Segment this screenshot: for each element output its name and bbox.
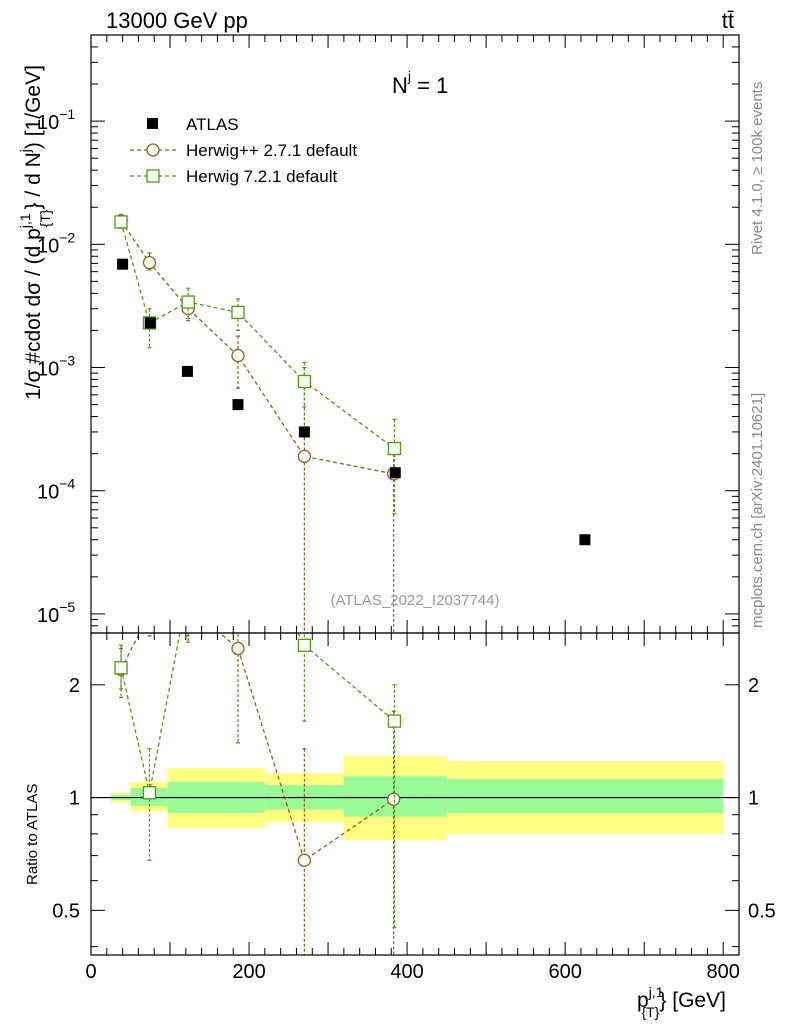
data-point xyxy=(231,641,245,656)
data-point xyxy=(387,792,401,806)
ratio-series-layer xyxy=(114,511,402,955)
ratio-y-tick-label-right: 2 xyxy=(748,675,759,697)
data-point xyxy=(297,853,312,867)
data-point xyxy=(182,600,194,612)
ratio-y-tick-label-right: 1 xyxy=(748,788,759,810)
y-tick-label: 10−5 xyxy=(37,599,75,627)
x-tick-label: 0 xyxy=(85,961,96,983)
ratio-y-tick-label: 1 xyxy=(69,788,80,810)
data-point xyxy=(142,786,157,800)
legend-entry-herwigpp: Herwig++ 2.7.1 default xyxy=(130,141,357,160)
x-axis-label: pj,1 {T}} [GeV] xyxy=(637,984,726,1020)
x-tick-label: 200 xyxy=(232,961,265,983)
data-point xyxy=(387,714,402,728)
y-tick-label: 10−3 xyxy=(37,353,75,381)
main-axes: 10−5 10−4 10−3 10−2 10−1 xyxy=(37,34,740,634)
data-point xyxy=(117,258,129,270)
series-atlas xyxy=(117,258,591,546)
data-point xyxy=(181,295,195,309)
data-point xyxy=(143,608,155,620)
main-series-layer xyxy=(114,213,591,633)
y-tick-label: 10−1 xyxy=(37,106,75,134)
panel-title: Nj = 1 xyxy=(392,68,448,98)
data-point xyxy=(297,638,312,652)
series-line xyxy=(120,221,395,450)
main-y-axis-label: 1/σ #cdot dσ / (d pj,1 {T}} / d Nj) [1/Ge… xyxy=(17,65,53,400)
data-point xyxy=(579,534,591,546)
ratio-y-axis-label: Ratio to ATLAS xyxy=(24,784,41,885)
legend-label-herwigpp: Herwig++ 2.7.1 default xyxy=(186,141,357,160)
source-label: mcplots.cern.ch [arXiv:2401.10621] xyxy=(749,393,766,628)
legend-label-herwig7: Herwig 7.2.1 default xyxy=(186,167,337,186)
data-point xyxy=(389,467,401,479)
legend-label-atlas: ATLAS xyxy=(186,115,239,134)
series-line xyxy=(120,633,395,862)
y-tick-label: 10−2 xyxy=(37,229,75,257)
data-point xyxy=(297,449,312,464)
energy-label: 13000 GeV pp xyxy=(106,8,248,33)
process-label: tt̄ xyxy=(722,8,734,33)
ratio-axes: 0 200 400 600 800 0.5 0.5 1 1 2 2 xyxy=(52,35,776,983)
data-point xyxy=(232,399,244,411)
uncertainty-band-green xyxy=(446,779,724,813)
data-point xyxy=(182,583,194,595)
series-line xyxy=(120,633,395,793)
data-point xyxy=(114,661,128,675)
x-tick-label: 400 xyxy=(390,961,423,983)
data-point xyxy=(231,305,245,320)
series-ratio-herwig7 xyxy=(114,511,402,929)
x-tick-label: 800 xyxy=(707,961,740,983)
data-point xyxy=(387,441,402,456)
series-herwig7 xyxy=(114,213,402,515)
rivet-label: Rivet 4.1.0, ≥ 100k events xyxy=(749,82,766,255)
ratio-y-tick-label-right: 0.5 xyxy=(748,900,776,922)
data-point xyxy=(232,511,244,523)
legend-entry-herwig7: Herwig 7.2.1 default xyxy=(130,167,337,186)
ratio-bands xyxy=(91,756,739,841)
y-tick-label: 10−4 xyxy=(37,476,75,504)
legend-entry-atlas: ATLAS xyxy=(147,115,239,134)
ratio-y-tick-label: 0.5 xyxy=(52,900,80,922)
data-point xyxy=(181,365,193,377)
ratio-frame xyxy=(90,632,740,956)
legend: ATLAS Herwig++ 2.7.1 default Herwig 7.2.… xyxy=(130,115,357,186)
data-point xyxy=(297,374,312,389)
ratio-y-tick-label: 2 xyxy=(69,675,80,697)
legend-marker-herwig7 xyxy=(146,169,160,183)
analysis-tag: (ATLAS_2022_I2037744) xyxy=(330,592,499,609)
data-point xyxy=(298,426,310,438)
data-point xyxy=(114,215,128,229)
data-point xyxy=(142,255,157,270)
legend-marker-atlas xyxy=(147,118,158,129)
series-line xyxy=(120,220,394,475)
data-point xyxy=(231,348,245,363)
legend-marker-herwigpp xyxy=(146,143,160,157)
x-tick-label: 600 xyxy=(548,961,581,983)
data-point xyxy=(144,317,156,329)
